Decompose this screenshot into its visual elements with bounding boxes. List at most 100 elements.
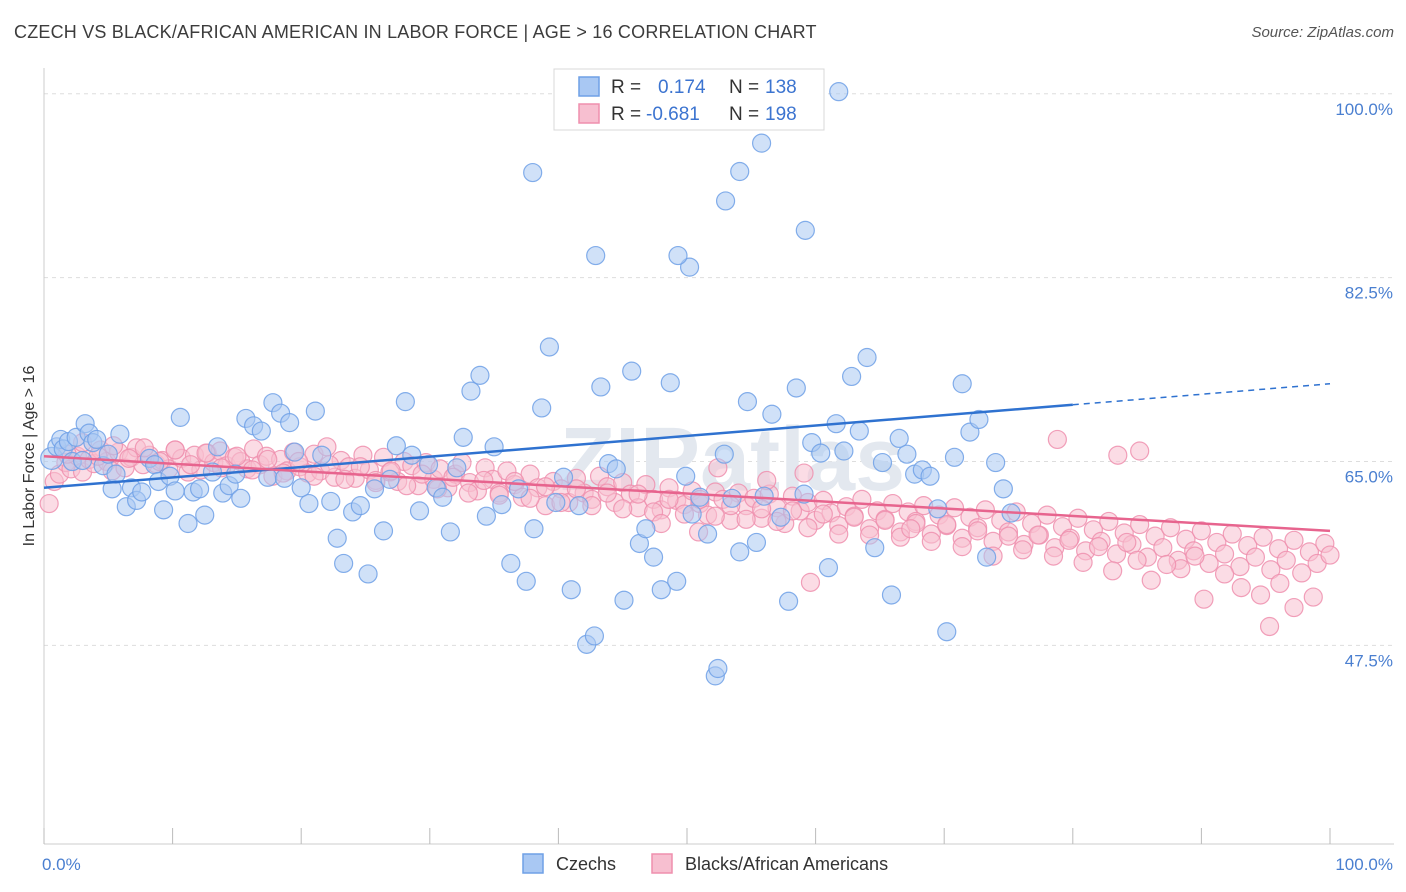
black-point [798, 518, 818, 538]
czech-point [87, 429, 107, 450]
black-point [937, 514, 957, 535]
czech-point [327, 528, 347, 548]
black-point [1108, 445, 1128, 465]
y-tick-label-1: 82.5% [1345, 284, 1393, 303]
czech-point [667, 571, 687, 591]
bottom-legend-label-czechs: Czechs [556, 854, 616, 874]
black-point [1059, 530, 1079, 550]
czech-point [305, 401, 325, 421]
czech-point [321, 491, 341, 512]
black-point [458, 483, 478, 503]
black-point [757, 470, 777, 491]
czech-point [523, 162, 543, 183]
black-point [227, 446, 247, 466]
black-point [1103, 561, 1123, 581]
czech-point [561, 580, 581, 600]
legend-r-label-1: R = [611, 77, 641, 98]
black-point [1047, 429, 1067, 450]
czech-point [144, 455, 165, 475]
trend-line-czechs [43, 403, 1073, 490]
czech-point [643, 547, 664, 567]
czech-point [849, 421, 869, 441]
bottom-legend: Czechs Blacks/African Americans [522, 853, 888, 874]
czech-point [818, 558, 839, 578]
czech-point [409, 501, 430, 521]
y-axis-label: In Labor Force | Age > 16 [21, 366, 38, 547]
czech-point [291, 478, 311, 498]
black-point [1157, 554, 1177, 575]
y-tick-label-2: 65.0% [1345, 468, 1393, 487]
chart-title: CZECH VS BLACK/AFRICAN AMERICAN IN LABOR… [14, 22, 817, 42]
x-tick-label-0: 0.0% [42, 855, 81, 874]
black-point [1099, 511, 1119, 532]
black-point [1153, 538, 1173, 558]
black-point [119, 448, 139, 468]
czech-point [72, 450, 93, 471]
y-tick-labels: 100.0% 82.5% 65.0% 47.5% [1335, 100, 1393, 671]
czech-point [461, 381, 481, 401]
czech-point [834, 441, 854, 461]
czech-point [373, 521, 394, 541]
black-point [1222, 524, 1242, 544]
czech-point [794, 484, 814, 504]
czech-point [715, 191, 736, 211]
black-point [39, 493, 59, 514]
czech-point [986, 452, 1006, 473]
czech-point [881, 585, 902, 605]
black-point [1230, 557, 1250, 577]
trend-lines [43, 383, 1331, 533]
black-point [1253, 527, 1273, 547]
legend-r-value-czechs: 0.174 [658, 77, 706, 98]
black-point [1028, 525, 1048, 545]
czech-point [447, 458, 467, 478]
black-point [829, 524, 849, 544]
bottom-legend-swatch-czechs [522, 853, 544, 874]
czech-point [660, 373, 680, 393]
czech-point [165, 481, 185, 501]
czech-point [524, 519, 544, 539]
legend-r-value-blacks: -0.681 [646, 104, 700, 125]
black-point [883, 493, 903, 514]
czech-point [170, 407, 190, 427]
czech-point [492, 495, 512, 515]
black-point [1160, 518, 1181, 538]
czech-point [811, 443, 831, 463]
czech-point [977, 547, 997, 567]
czech-point [771, 507, 791, 527]
series-czechs [40, 82, 1021, 686]
czech-point [754, 486, 774, 506]
legend-n-label-2: N = [729, 104, 759, 125]
czech-point [190, 479, 210, 499]
black-point [705, 506, 725, 526]
czech-point [730, 542, 750, 562]
black-point [1250, 585, 1271, 605]
czech-point [251, 421, 271, 441]
black-point [794, 463, 814, 483]
czech-point [708, 658, 728, 679]
czech-point [697, 524, 718, 544]
czech-point [195, 505, 215, 525]
czech-point [937, 622, 957, 642]
czech-point [872, 452, 893, 473]
black-point [921, 531, 941, 551]
black-point [1276, 550, 1296, 570]
legend-swatch-czechs [578, 76, 600, 97]
black-point [1194, 589, 1214, 609]
black-point [1320, 545, 1340, 565]
czech-point [679, 257, 700, 277]
czech-point [110, 424, 130, 444]
czech-point [737, 392, 758, 412]
black-point [1292, 563, 1312, 583]
czech-point [178, 513, 198, 534]
czech-point [614, 590, 634, 610]
czech-point [730, 161, 750, 182]
black-point [1068, 508, 1088, 528]
black-point [659, 489, 679, 509]
czech-point [751, 133, 772, 153]
czech-point [746, 532, 767, 553]
czech-point [546, 492, 566, 513]
black-point [968, 521, 988, 541]
czech-point [470, 365, 490, 385]
legend-swatch-blacks [578, 103, 600, 124]
czech-point [231, 488, 251, 508]
